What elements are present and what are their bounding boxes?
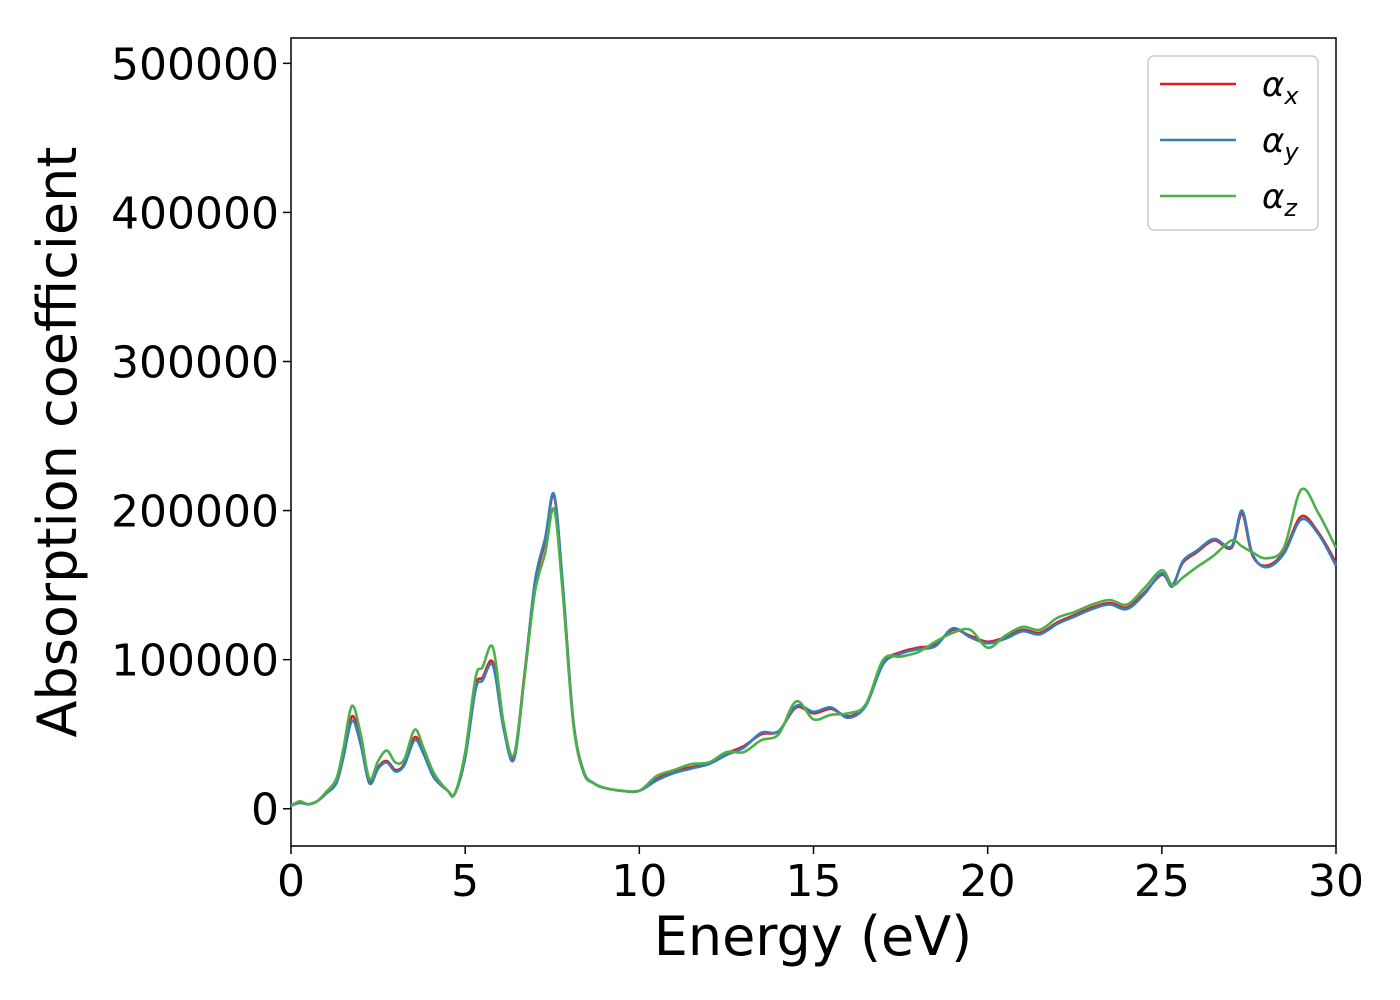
legend-box xyxy=(1147,55,1319,231)
series-line-z xyxy=(290,487,1338,807)
y-tick-label: 300000 xyxy=(111,337,279,388)
series-line-y xyxy=(290,491,1338,807)
y-axis-title: Absorption coefficient xyxy=(26,147,89,738)
y-tick-label: 200000 xyxy=(111,487,279,538)
x-tick-label: 30 xyxy=(1308,856,1364,907)
x-tick-label: 20 xyxy=(960,856,1016,907)
x-tick-label: 25 xyxy=(1134,856,1190,907)
legend: αx αy αz xyxy=(1147,55,1319,231)
y-axis-ticks: 0 100000 200000 300000 400000 500000 xyxy=(111,39,291,836)
x-axis-ticks: 0 5 10 15 20 25 30 xyxy=(277,846,1364,907)
x-tick-label: 5 xyxy=(451,856,479,907)
x-tick-label: 15 xyxy=(786,856,842,907)
x-axis-title: Energy (eV) xyxy=(654,905,973,968)
series-layer xyxy=(290,487,1338,807)
series-line-x xyxy=(290,493,1338,807)
legend-label-z: αz xyxy=(1262,177,1298,222)
y-tick-label: 500000 xyxy=(111,39,279,90)
y-tick-label: 100000 xyxy=(111,636,279,687)
x-tick-label: 0 xyxy=(277,856,305,907)
x-tick-label: 10 xyxy=(611,856,667,907)
legend-label-y: αy xyxy=(1262,121,1299,166)
y-tick-label: 400000 xyxy=(111,188,279,239)
y-tick-label: 0 xyxy=(251,785,279,836)
legend-label-x: αx xyxy=(1262,65,1299,110)
